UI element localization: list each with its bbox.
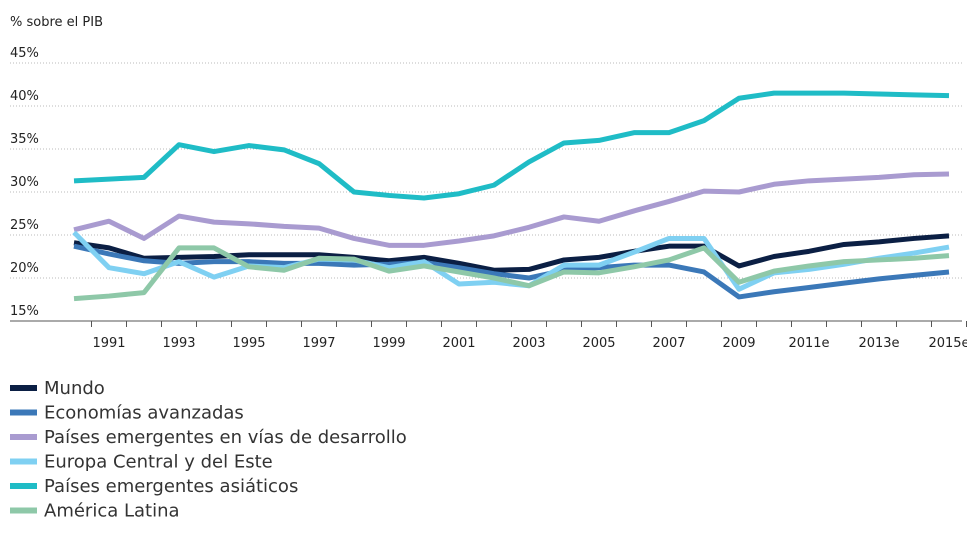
y-tick-label: 25% — [10, 218, 39, 233]
x-tick-label: 1991 — [92, 336, 125, 351]
series-line — [73, 243, 950, 300]
legend-swatch — [10, 483, 37, 489]
legend-label: Mundo — [44, 378, 105, 399]
legend-swatch — [10, 507, 37, 514]
x-tick-label: 2005 — [582, 336, 615, 351]
y-tick-label: 15% — [10, 304, 39, 319]
x-tick-label: 1999 — [372, 336, 405, 351]
x-tick-label: 2003 — [512, 336, 545, 351]
y-tick-label: 40% — [10, 89, 39, 104]
legend-swatch — [10, 458, 37, 465]
x-tick-label: 2011e — [788, 336, 829, 351]
y-tick-label: 45% — [10, 46, 39, 61]
x-tick-label: 1997 — [302, 336, 335, 351]
x-tick-label: 2015e — [928, 336, 967, 351]
series-line — [73, 171, 950, 248]
series-line — [73, 233, 950, 273]
y-tick-label: 35% — [10, 132, 39, 147]
x-tick-label: 2013e — [858, 336, 899, 351]
legend-swatch — [10, 409, 37, 416]
legend-label: América Latina — [44, 501, 180, 522]
x-tick-label: 1993 — [162, 336, 195, 351]
x-tick-label: 2007 — [652, 336, 685, 351]
series-line — [73, 90, 950, 201]
y-axis-label: % sobre el PIB — [10, 15, 103, 30]
series-line — [73, 245, 950, 302]
legend-swatch — [10, 385, 37, 391]
x-tick-label: 1995 — [232, 336, 265, 351]
x-tick-label: 2009 — [722, 336, 755, 351]
legend-label: Países emergentes asiáticos — [44, 476, 298, 497]
y-tick-label: 20% — [10, 261, 39, 276]
legend-swatch — [10, 434, 37, 440]
y-tick-label: 30% — [10, 175, 39, 190]
x-tick-label: 2001 — [442, 336, 475, 351]
legend-label: Países emergentes en vías de desarrollo — [44, 427, 407, 448]
legend-label: Economías avanzadas — [44, 403, 244, 424]
legend-label: Europa Central y del Este — [44, 452, 273, 473]
